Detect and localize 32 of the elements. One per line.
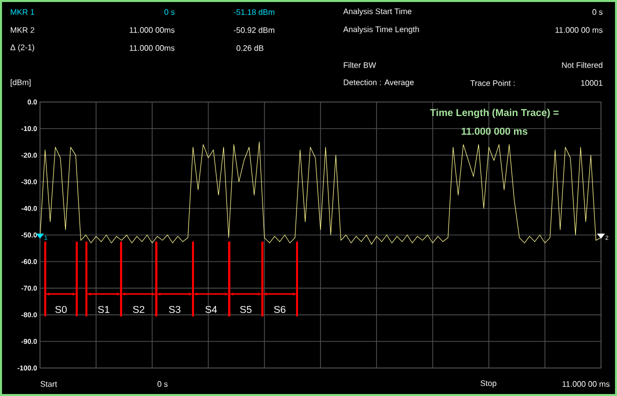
- text: 0.26 dB: [236, 45, 264, 51]
- text: 11.000 00 ms: [562, 381, 610, 387]
- text: MKR 1: [10, 9, 34, 15]
- text: Analysis Time Length: [343, 26, 419, 34]
- text: -50.92 dBm: [234, 27, 274, 33]
- text: 11.000 00ms: [130, 45, 175, 51]
- text: Detection : Average: [344, 79, 414, 87]
- text: Analysis Start Time: [343, 8, 412, 16]
- text: Not Filtered: [562, 62, 602, 68]
- y-axis-title: [dBm]: [10, 79, 31, 87]
- annotation: S2: [133, 306, 144, 314]
- text: 0 s: [592, 9, 603, 15]
- text: Filter BW: [344, 62, 376, 68]
- text: Start: [40, 381, 58, 387]
- text: Trace Point :: [470, 80, 515, 86]
- annotation: S3: [168, 306, 180, 314]
- annotation: S6: [274, 306, 286, 314]
- text: 11.000 000 ms: [462, 128, 528, 135]
- text: MKR 2: [10, 27, 34, 33]
- text: Stop: [480, 380, 496, 388]
- text: 10001: [581, 80, 602, 86]
- text: 11.000 00ms: [130, 27, 175, 33]
- annotation: S5: [240, 306, 252, 314]
- annotation: S4: [205, 306, 217, 314]
- text: 0 s: [158, 381, 168, 387]
- text: Time Length (Main Trace) =: [430, 108, 559, 118]
- annotation: S0: [55, 306, 67, 314]
- annotation: S1: [98, 306, 110, 314]
- text: -51.18 dBm: [234, 9, 274, 15]
- text: 11.000 00 ms: [556, 27, 603, 33]
- text: Δ (2-1): [10, 44, 34, 52]
- text: 0 s: [164, 9, 175, 15]
